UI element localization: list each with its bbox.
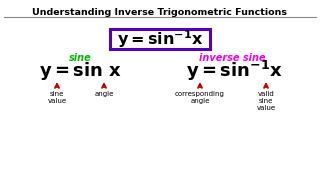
Text: sine: sine	[68, 53, 92, 63]
Text: Understanding Inverse Trigonometric Functions: Understanding Inverse Trigonometric Func…	[33, 8, 287, 17]
Bar	[110, 29, 210, 49]
Text: $\mathbf{y = sin\ x}$: $\mathbf{y = sin\ x}$	[39, 60, 121, 82]
Text: $\mathbf{y = sin^{-1}x}$: $\mathbf{y = sin^{-1}x}$	[117, 28, 203, 50]
Text: corresponding
angle: corresponding angle	[175, 91, 225, 104]
Text: inverse sine: inverse sine	[199, 53, 265, 63]
Text: angle: angle	[94, 91, 114, 97]
Text: $\mathbf{y = sin^{-1}x}$: $\mathbf{y = sin^{-1}x}$	[186, 59, 283, 83]
Text: sine
value: sine value	[47, 91, 67, 104]
Text: valid
sine
value: valid sine value	[256, 91, 276, 111]
